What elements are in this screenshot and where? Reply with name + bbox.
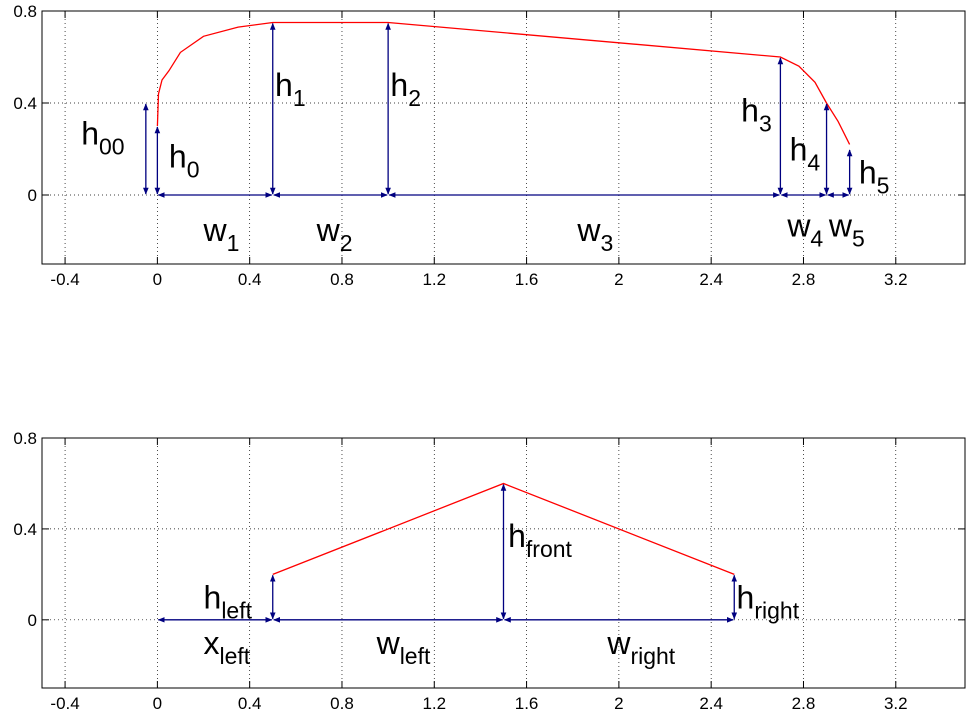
axes-frame	[41, 10, 966, 265]
dimension-label-w-left: wleft	[376, 625, 431, 669]
chart-panel-1: -0.4 0 0.4 0.8 1.2 1.6 2 2.4 2.8 3.2 0 0.4 0.8 w1 w2 w3…	[13, 2, 966, 289]
x-tick-label: -0.4	[50, 694, 79, 713]
x-tick-label: 2.4	[699, 694, 723, 713]
x-tick-label: 0.4	[238, 694, 262, 713]
dimension-label-h-00: h00	[81, 115, 124, 159]
dimension-label-h-5: h5	[859, 155, 890, 199]
y-tick-label: 0	[28, 611, 37, 630]
dimension-label-w-2: w2	[316, 212, 353, 256]
x-tick-label: 0	[153, 270, 162, 289]
dimension-label-w-1: w1	[203, 212, 240, 256]
x-tick-label: -0.4	[50, 270, 79, 289]
x-tick-label: 3.2	[884, 694, 908, 713]
y-tick-label: 0.4	[13, 520, 37, 539]
x-tick-label: 1.2	[422, 270, 446, 289]
x-tick-label: 2.8	[792, 270, 816, 289]
dimension-label-h-3: h3	[741, 92, 772, 136]
x-tick-label: 0	[153, 694, 162, 713]
profile-line	[156, 21, 851, 145]
y-tick-label: 0	[28, 186, 37, 205]
x-tick-label: 2	[614, 270, 623, 289]
dimension-label-h-0: h0	[169, 138, 200, 182]
x-tick-label: 1.6	[515, 694, 539, 713]
profile-line	[272, 482, 735, 576]
dimension-label-w-right: wright	[606, 625, 675, 669]
dimension-label-w-3: w3	[576, 212, 613, 256]
x-tick-label: 1.2	[422, 694, 446, 713]
y-tick-label: 0.8	[13, 2, 37, 21]
dimension-label-x-left: xleft	[204, 625, 251, 669]
x-tick-label: 2.8	[792, 694, 816, 713]
dimension-label-w-4: w4	[786, 207, 823, 251]
x-tick-label: 2	[614, 694, 623, 713]
x-tick-label: 0.4	[238, 270, 262, 289]
dimension-label-h-1: h1	[275, 67, 306, 111]
x-tick-label: 2.4	[699, 270, 723, 289]
dimension-label-h-2: h2	[390, 67, 421, 111]
dimension-label-h-left: hleft	[204, 579, 253, 623]
dimension-label-w-5: w5	[828, 207, 865, 251]
y-tick-label: 0.8	[13, 429, 37, 448]
x-tick-label: 0.8	[330, 270, 354, 289]
dimension-label-h-4: h4	[790, 132, 821, 176]
x-tick-label: 0.8	[330, 694, 354, 713]
axes-frame	[41, 437, 966, 689]
dimension-label-h-right: hright	[737, 579, 800, 623]
chart-panel-2: -0.4 0 0.4 0.8 1.2 1.6 2 2.4 2.8 3.2 0 0.4 0.8 xleft w…	[13, 429, 966, 713]
dimension-label-h-front: hfront	[508, 518, 572, 562]
x-tick-label: 1.6	[515, 270, 539, 289]
y-tick-label: 0.4	[13, 94, 37, 113]
x-tick-label: 3.2	[884, 270, 908, 289]
